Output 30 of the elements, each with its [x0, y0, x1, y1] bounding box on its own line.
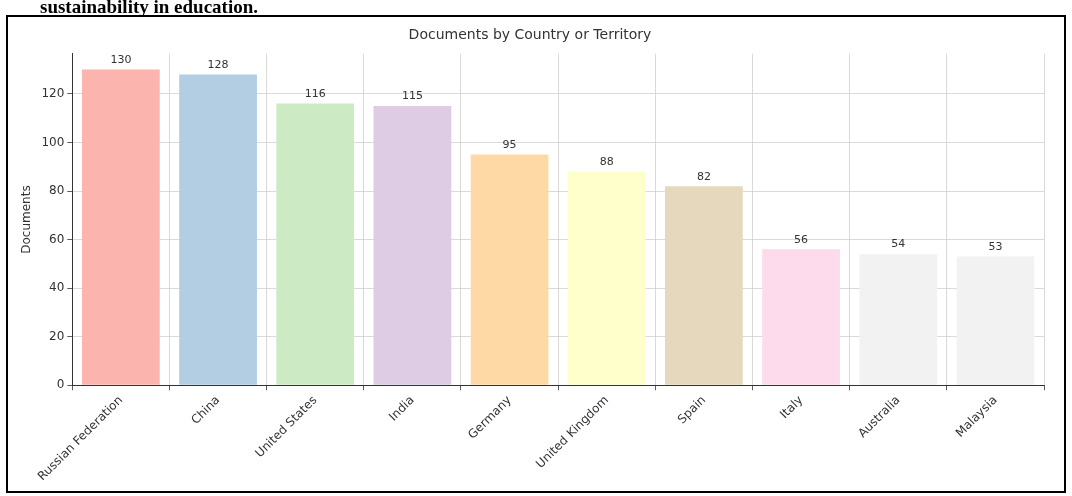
bar [567, 171, 646, 385]
y-tick-label: 0 [56, 377, 65, 392]
data-label: 56 [794, 232, 809, 246]
y-tick-label: 60 [49, 231, 65, 246]
y-tick-label: 40 [49, 280, 65, 295]
y-tick-label: 20 [49, 328, 65, 343]
bar [373, 106, 452, 385]
data-label: 53 [988, 239, 1003, 253]
bar [82, 69, 160, 385]
data-label: 130 [110, 52, 132, 66]
data-label: 82 [696, 169, 711, 183]
y-tick-label: 80 [49, 183, 65, 198]
data-label: 95 [502, 137, 517, 151]
y-tick-label: 120 [41, 85, 65, 100]
y-axis-title: Documents [19, 185, 34, 254]
bar [276, 103, 355, 385]
bar [179, 74, 257, 385]
chart-title: Documents by Country or Territory [408, 26, 652, 43]
data-label: 54 [891, 237, 906, 251]
data-label: 115 [401, 89, 423, 103]
text: sustainability in education. [40, 0, 259, 18]
data-label: 128 [207, 57, 229, 71]
bar [762, 249, 840, 385]
data-label: 116 [304, 86, 326, 100]
bar [956, 256, 1035, 385]
bar [859, 254, 938, 385]
data-label: 88 [599, 154, 614, 168]
y-tick-label: 100 [41, 134, 65, 149]
bar [665, 186, 743, 385]
bar [470, 154, 549, 385]
